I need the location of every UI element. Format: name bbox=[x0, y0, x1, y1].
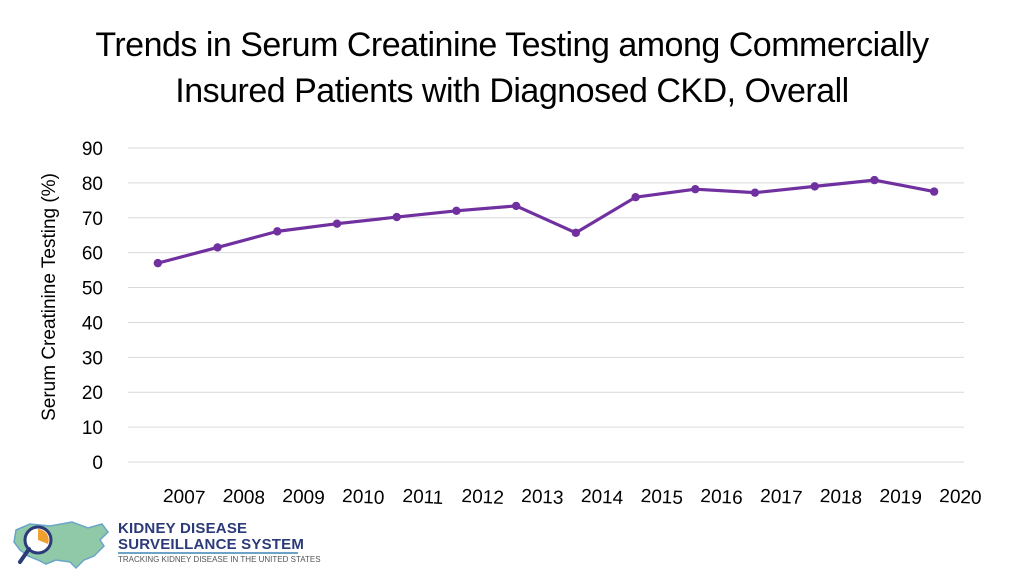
x-tick-label: 2016 bbox=[700, 486, 743, 509]
y-tick-label: 0 bbox=[92, 453, 103, 474]
x-tick-label: 2020 bbox=[939, 486, 982, 509]
logo-title-line-1: KIDNEY DISEASE bbox=[118, 520, 248, 537]
x-tick-label: 2014 bbox=[580, 486, 624, 509]
y-tick-label: 30 bbox=[82, 348, 103, 369]
y-tick-label: 60 bbox=[82, 244, 103, 265]
y-axis-label: Serum Creatinine Testing (%) bbox=[39, 173, 60, 421]
x-tick-label: 2009 bbox=[282, 486, 325, 509]
x-tick-label: 2018 bbox=[819, 486, 862, 509]
y-tick-label: 90 bbox=[82, 139, 103, 160]
y-tick-label: 10 bbox=[82, 418, 103, 439]
y-tick-label: 20 bbox=[82, 383, 103, 404]
y-tick-label: 80 bbox=[82, 174, 103, 195]
data-point bbox=[691, 184, 700, 194]
us-map-logo-icon bbox=[13, 521, 109, 570]
x-tick-label: 2013 bbox=[521, 486, 564, 509]
data-point bbox=[332, 219, 342, 228]
chart-title: Trends in Serum Creatinine Testing among… bbox=[0, 22, 1024, 114]
data-point bbox=[750, 188, 760, 197]
x-tick-label: 2017 bbox=[760, 486, 803, 509]
kdss-logo: KIDNEY DISEASE SURVEILLANCE SYSTEM TRACK… bbox=[10, 516, 321, 572]
gridlines bbox=[128, 147, 964, 463]
x-tick-label: 2011 bbox=[402, 486, 444, 509]
data-point bbox=[631, 192, 640, 202]
chart-title-line-1: Trends in Serum Creatinine Testing among… bbox=[95, 26, 929, 64]
data-point bbox=[870, 175, 879, 185]
x-axis-ticks: 2007 2008 2009 2010 2011 2012 2013 2014 2015 2016… bbox=[162, 486, 982, 509]
data-point bbox=[929, 187, 939, 196]
x-tick-label: 2019 bbox=[879, 486, 922, 509]
data-point bbox=[153, 258, 163, 268]
data-point bbox=[571, 228, 581, 237]
series-line bbox=[157, 178, 935, 265]
x-tick-label: 2012 bbox=[461, 486, 504, 509]
data-point bbox=[392, 212, 401, 222]
data-point bbox=[810, 182, 819, 191]
y-tick-label: 50 bbox=[82, 279, 103, 300]
logo-divider bbox=[118, 552, 298, 554]
chart-title-line-2: Insured Patients with Diagnosed CKD, Ove… bbox=[175, 72, 849, 110]
x-tick-label: 2010 bbox=[342, 486, 385, 509]
data-point bbox=[452, 206, 461, 215]
data-point bbox=[213, 243, 222, 252]
logo-title-line-2: SURVEILLANCE SYSTEM bbox=[118, 536, 305, 553]
data-point bbox=[273, 227, 282, 236]
logo-tagline: TRACKING KIDNEY DISEASE IN THE UNITED ST… bbox=[118, 555, 321, 564]
y-tick-label: 40 bbox=[82, 313, 103, 334]
x-tick-label: 2008 bbox=[222, 486, 265, 509]
series-overall bbox=[153, 175, 939, 268]
x-tick-label: 2007 bbox=[162, 486, 205, 509]
y-axis-ticks: 0 10 20 30 40 50 60 70 80 90 bbox=[82, 139, 103, 474]
data-point bbox=[511, 201, 521, 211]
x-tick-label: 2015 bbox=[640, 486, 683, 509]
y-tick-label: 70 bbox=[82, 209, 103, 230]
